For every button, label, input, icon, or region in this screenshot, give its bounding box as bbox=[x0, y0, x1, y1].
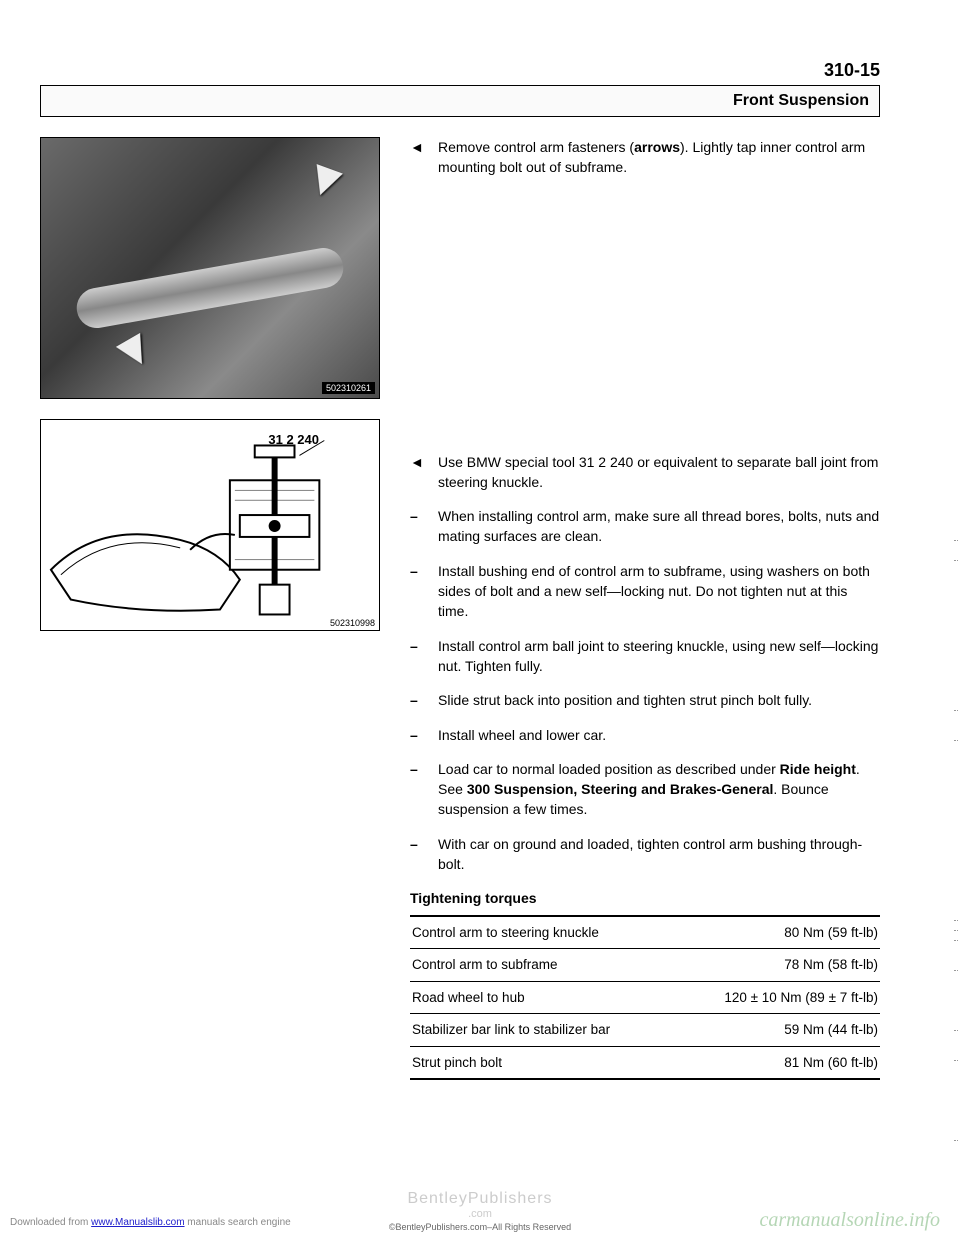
figure-photo-control-arm: 502310261 bbox=[40, 137, 380, 399]
tool-callout-label: 31 2 240 bbox=[268, 432, 319, 447]
instruction-text: When installing control arm, make sure a… bbox=[438, 506, 880, 547]
dash-icon: – bbox=[410, 834, 428, 875]
page-number: 310-15 bbox=[40, 60, 880, 81]
torque-label: Stabilizer bar link to stabilizer bar bbox=[410, 1014, 674, 1047]
manualslib-link[interactable]: www.Manualslib.com bbox=[91, 1217, 184, 1228]
torque-label: Strut pinch bolt bbox=[410, 1046, 674, 1079]
instruction-text: Remove control arm fasteners (arrows). L… bbox=[438, 137, 880, 178]
arrow-icon bbox=[307, 164, 343, 200]
torque-value: 81 Nm (60 ft-lb) bbox=[674, 1046, 880, 1079]
instruction-text: Use BMW special tool 31 2 240 or equival… bbox=[438, 452, 880, 493]
instruction-step: –Install bushing end of control arm to s… bbox=[410, 561, 880, 622]
torque-label: Control arm to subframe bbox=[410, 949, 674, 982]
instruction-step: ◄Remove control arm fasteners (arrows). … bbox=[410, 137, 880, 178]
table-row: Road wheel to hub120 ± 10 Nm (89 ± 7 ft-… bbox=[410, 981, 880, 1014]
binding-marks bbox=[952, 0, 958, 1242]
instruction-step: ◄Use BMW special tool 31 2 240 or equiva… bbox=[410, 452, 880, 493]
instruction-text: Install control arm ball joint to steeri… bbox=[438, 636, 880, 677]
instruction-step: –Slide strut back into position and tigh… bbox=[410, 690, 880, 710]
dash-icon: – bbox=[410, 690, 428, 710]
torque-table: Control arm to steering knuckle80 Nm (59… bbox=[410, 915, 880, 1081]
dash-icon: – bbox=[410, 759, 428, 820]
figure-id: 502310998 bbox=[330, 618, 375, 628]
torque-value: 80 Nm (59 ft-lb) bbox=[674, 916, 880, 949]
arrow-icon bbox=[116, 333, 154, 371]
instruction-step: –When installing control arm, make sure … bbox=[410, 506, 880, 547]
download-source: Downloaded from www.Manualslib.com manua… bbox=[10, 1217, 291, 1228]
table-row: Control arm to steering knuckle80 Nm (59… bbox=[410, 916, 880, 949]
torque-value: 78 Nm (58 ft-lb) bbox=[674, 949, 880, 982]
torque-heading: Tightening torques bbox=[410, 888, 880, 908]
instruction-text: With car on ground and loaded, tighten c… bbox=[438, 834, 880, 875]
pointer-icon: ◄ bbox=[410, 137, 428, 178]
site-watermark: carmanualsonline.info bbox=[759, 1209, 940, 1232]
torque-value: 120 ± 10 Nm (89 ± 7 ft-lb) bbox=[674, 981, 880, 1014]
instruction-step: –Install wheel and lower car. bbox=[410, 725, 880, 745]
torque-value: 59 Nm (44 ft-lb) bbox=[674, 1014, 880, 1047]
instruction-text: Install bushing end of control arm to su… bbox=[438, 561, 880, 622]
pointer-icon: ◄ bbox=[410, 452, 428, 493]
instruction-text: Load car to normal loaded position as de… bbox=[438, 759, 880, 820]
dash-icon: – bbox=[410, 561, 428, 622]
figure-diagram-ball-joint-tool: 31 2 240 bbox=[40, 419, 380, 631]
torque-label: Control arm to steering knuckle bbox=[410, 916, 674, 949]
figure-id: 502310261 bbox=[322, 382, 375, 394]
instruction-step: –Load car to normal loaded position as d… bbox=[410, 759, 880, 820]
torque-label: Road wheel to hub bbox=[410, 981, 674, 1014]
dash-icon: – bbox=[410, 636, 428, 677]
dash-icon: – bbox=[410, 506, 428, 547]
table-row: Control arm to subframe78 Nm (58 ft-lb) bbox=[410, 949, 880, 982]
instruction-text: Install wheel and lower car. bbox=[438, 725, 880, 745]
instruction-step: –Install control arm ball joint to steer… bbox=[410, 636, 880, 677]
publisher-watermark: BentleyPublishers bbox=[0, 1190, 960, 1208]
dash-icon: – bbox=[410, 725, 428, 745]
instruction-text: Slide strut back into position and tight… bbox=[438, 690, 880, 710]
table-row: Strut pinch bolt81 Nm (60 ft-lb) bbox=[410, 1046, 880, 1079]
section-header: Front Suspension bbox=[40, 85, 880, 117]
table-row: Stabilizer bar link to stabilizer bar59 … bbox=[410, 1014, 880, 1047]
instruction-step: –With car on ground and loaded, tighten … bbox=[410, 834, 880, 875]
